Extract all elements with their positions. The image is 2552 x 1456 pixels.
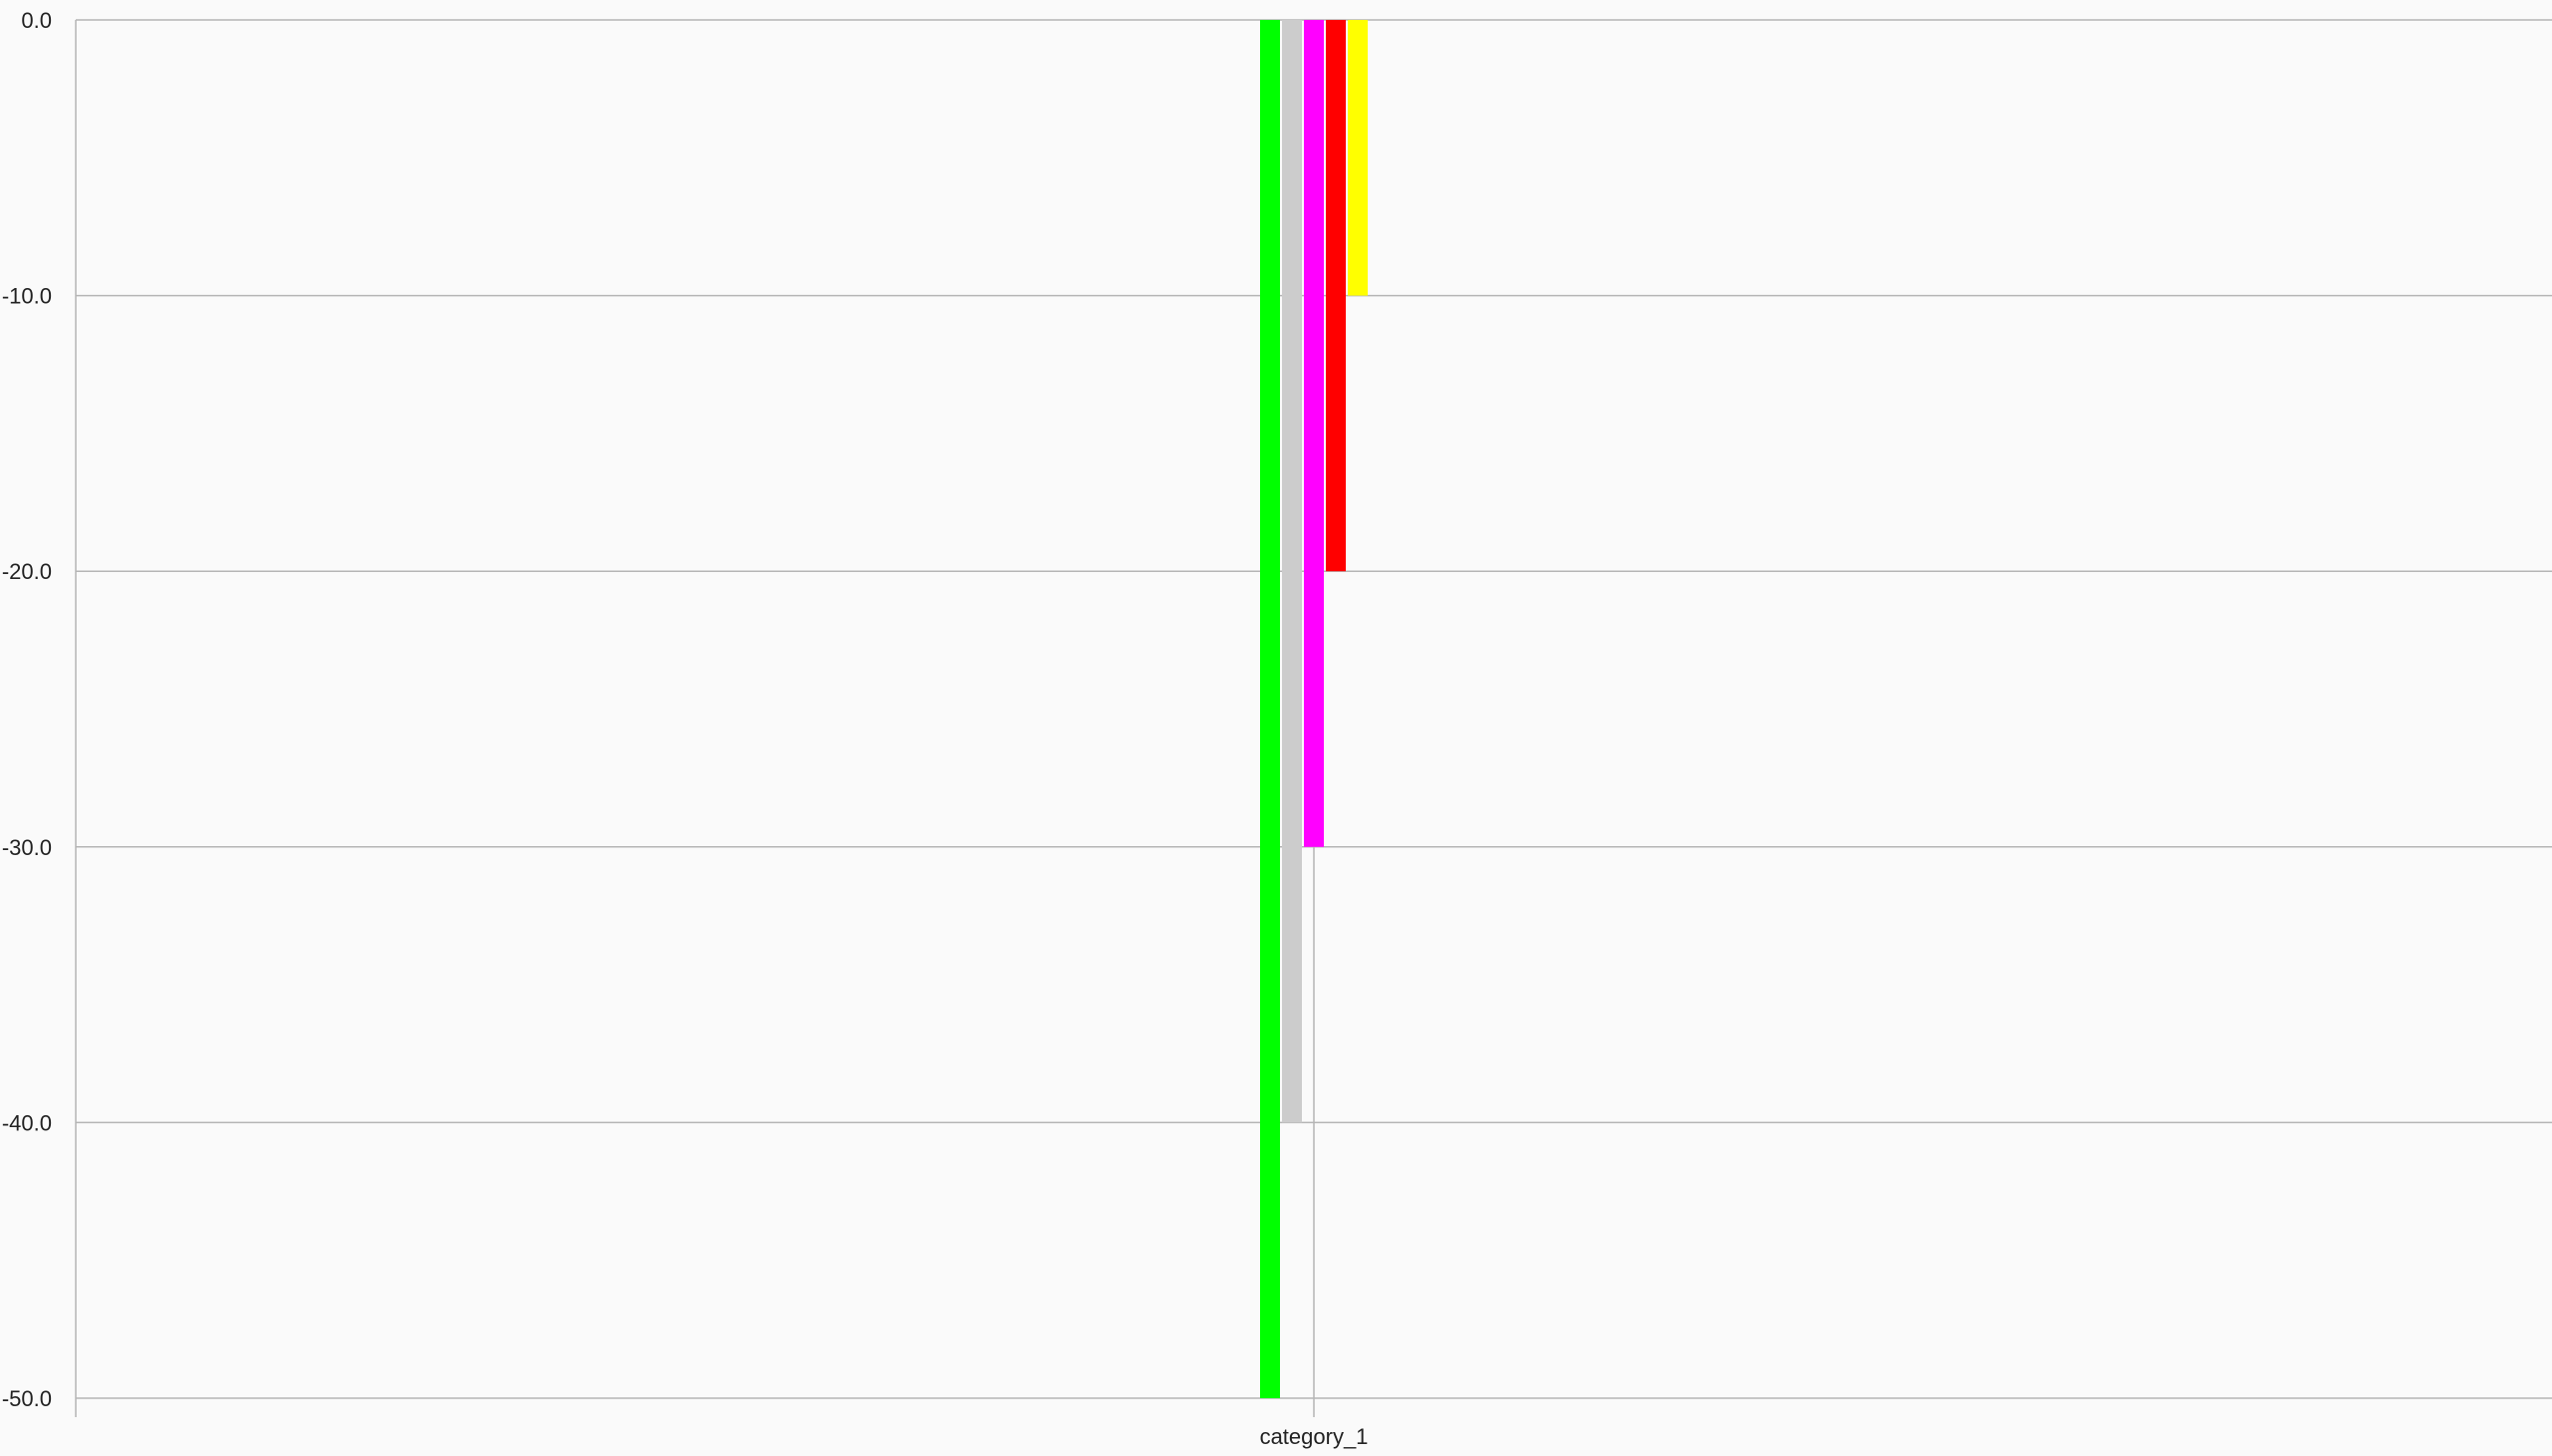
bar xyxy=(1282,20,1302,1123)
bar xyxy=(1348,20,1368,296)
y-tick-label: -20.0 xyxy=(2,559,52,584)
y-tick-label: -10.0 xyxy=(2,284,52,309)
y-tick-label: 0.0 xyxy=(21,8,52,33)
bar xyxy=(1304,20,1324,847)
y-tick-label: -50.0 xyxy=(2,1386,52,1411)
bar xyxy=(1260,20,1280,1398)
bars xyxy=(1260,20,1368,1398)
x-tick-label: category_1 xyxy=(1260,1424,1369,1449)
y-tick-label: -40.0 xyxy=(2,1110,52,1135)
y-tick-label: -30.0 xyxy=(2,835,52,860)
labels: 0.0 -10.0 -20.0 -30.0 -40.0 -50.0 category_1 xyxy=(2,8,1369,1449)
bar xyxy=(1326,20,1346,572)
